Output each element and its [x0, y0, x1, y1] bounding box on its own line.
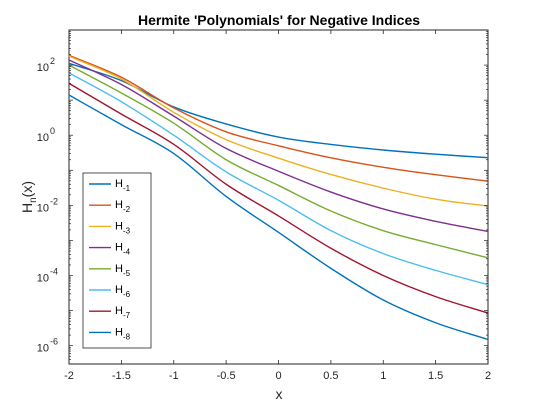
legend-entry-sub: -6 — [123, 290, 131, 299]
y-tick-label-exp: -6 — [50, 337, 58, 347]
y-tick-label-exp: 2 — [50, 56, 55, 66]
y-tick-label-base: 10 — [37, 132, 49, 144]
series-line-2 — [68, 54, 489, 182]
y-tick-label: 10-6 — [37, 337, 58, 355]
y-tick-label-base: 10 — [37, 202, 49, 214]
y-tick-label-exp: 0 — [50, 126, 55, 136]
legend-box — [82, 172, 152, 349]
series-line-4 — [68, 59, 489, 233]
legend-entry-sub: -7 — [123, 311, 131, 320]
y-tick-label-base: 10 — [37, 273, 49, 285]
legend-entry-sub: -5 — [123, 269, 131, 278]
legend-entry-base: H — [115, 326, 123, 338]
legend-entry-sub: -4 — [123, 248, 131, 257]
series-lines — [68, 54, 489, 341]
y-axis-label-base: H — [19, 203, 35, 213]
legend-entry: H-2 — [115, 199, 131, 214]
legend-entry-sub: -3 — [123, 226, 131, 235]
series-line-8 — [68, 94, 489, 341]
legend-entry-base: H — [115, 263, 123, 275]
legend-entry: H-1 — [115, 178, 131, 193]
x-tick-label: -2 — [64, 370, 74, 382]
legend-entry-sub: -1 — [123, 184, 131, 193]
legend-entry: H-6 — [115, 284, 131, 299]
chart-title: Hermite 'Polynomials' for Negative Indic… — [138, 12, 420, 28]
x-tick-label: 1 — [380, 370, 386, 382]
x-axis: -2 -1.5 -1 -0.5 0 0.5 1 1.5 2 — [64, 30, 491, 382]
y-tick-label-exp: -2 — [50, 196, 58, 206]
legend: H-1H-2H-3H-4H-5H-6H-7H-8 — [82, 172, 152, 349]
y-axis-label-rest: (x) — [19, 181, 35, 197]
y-axis-label-sub: n — [28, 197, 39, 203]
legend-entry-base: H — [115, 242, 123, 254]
series-line-6 — [68, 72, 489, 286]
y-tick-label: 102 — [37, 56, 55, 74]
x-tick-label: -1.5 — [112, 370, 131, 382]
legend-entry-base: H — [115, 178, 123, 190]
legend-entry: H-4 — [115, 242, 131, 257]
legend-entry: H-7 — [115, 305, 131, 320]
legend-entry: H-3 — [115, 220, 131, 235]
legend-entry-base: H — [115, 220, 123, 232]
y-tick-label-base: 10 — [37, 343, 49, 355]
legend-entry-sub: -2 — [123, 205, 131, 214]
x-axis-label: x — [276, 386, 283, 402]
x-tick-label: -0.5 — [217, 370, 236, 382]
legend-entry-base: H — [115, 284, 123, 296]
y-axis-label: Hn(x) — [19, 181, 39, 213]
x-tick-label: -1 — [169, 370, 179, 382]
legend-entry: H-8 — [115, 326, 131, 341]
y-tick-label: 10-4 — [37, 267, 58, 285]
y-tick-label: 10-2 — [37, 196, 58, 214]
y-tick-label-exp: -4 — [50, 267, 58, 277]
x-tick-label: 0 — [275, 370, 281, 382]
x-tick-label: 0.5 — [323, 370, 338, 382]
x-tick-label: 2 — [485, 370, 491, 382]
legend-entry-base: H — [115, 305, 123, 317]
x-tick-label: 1.5 — [428, 370, 443, 382]
y-tick-label: 100 — [37, 126, 55, 144]
legend-entry: H-5 — [115, 263, 131, 278]
legend-entry-base: H — [115, 199, 123, 211]
series-line-5 — [68, 64, 489, 259]
series-line-7 — [68, 82, 489, 314]
series-line-3 — [68, 55, 489, 207]
y-tick-label-base: 10 — [37, 62, 49, 74]
legend-entry-sub: -8 — [123, 332, 131, 341]
